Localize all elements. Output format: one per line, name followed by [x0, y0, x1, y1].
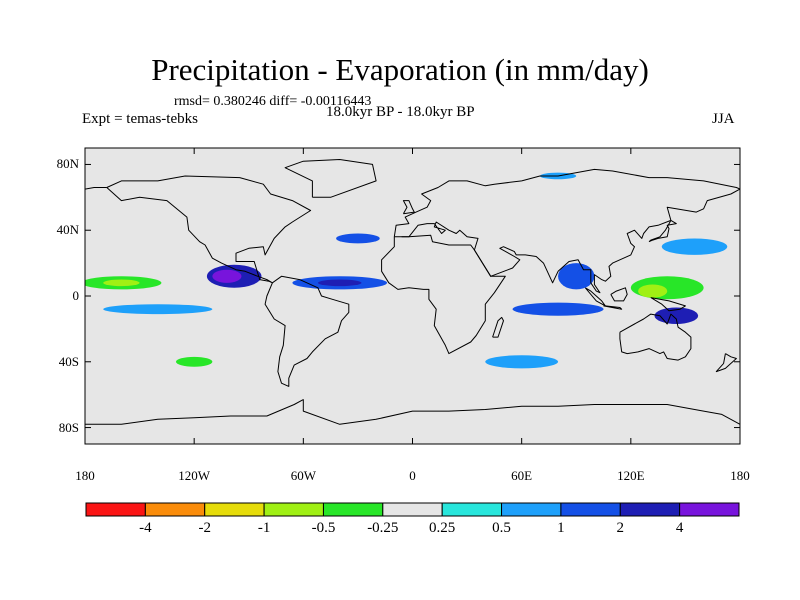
y-tick-label: 0: [72, 288, 80, 303]
colorbar-swatch: [322, 502, 384, 517]
colorbar-label: 4: [675, 520, 684, 536]
coastline: [610, 287, 628, 302]
x-tick-label: 60W: [290, 468, 316, 483]
colorbar-swatch: [382, 502, 443, 517]
field-region: [437, 194, 460, 201]
coastline: [650, 297, 686, 312]
field-region: [336, 233, 380, 244]
y-tick-label: 40S: [58, 353, 79, 369]
field-region: [654, 307, 699, 324]
colorbar-label: 0.25: [429, 520, 456, 536]
stats-label: rmsd= 0.380246 diff= -0.00116443: [174, 94, 372, 109]
experiment-label: Expt = temas-tebks: [82, 111, 198, 127]
coastline: [584, 287, 606, 307]
colorbar-label: -0.25: [367, 520, 399, 536]
colorbar-swatch: [204, 502, 265, 517]
colorbar-swatch: [144, 502, 206, 517]
season-label: JJA: [712, 111, 735, 127]
colorbar-label: 0.5: [492, 520, 511, 536]
colorbar-label: 1: [557, 520, 565, 536]
field-region: [387, 356, 438, 367]
coastline: [264, 275, 350, 387]
period-label: 18.0kyr BP - 18.0kyr BP: [326, 104, 475, 120]
x-tick-label: 120E: [617, 468, 645, 483]
coastline: [393, 168, 740, 237]
field-region: [485, 355, 559, 369]
field-region: [103, 304, 213, 315]
colorbar-swatch: [85, 502, 146, 517]
coastline: [619, 313, 692, 361]
x-tick-label: 0: [409, 468, 416, 483]
field-region: [638, 284, 668, 298]
field-region: [175, 356, 213, 367]
coastline: [381, 234, 506, 355]
field-region: [103, 279, 140, 287]
coastline: [492, 316, 504, 338]
field-region: [494, 399, 549, 407]
colorbar-label: -0.5: [311, 520, 336, 536]
colorbar-swatch: [679, 502, 740, 517]
plot-background: [85, 148, 740, 444]
colorbar-swatch: [263, 502, 324, 517]
y-tick-label: 40N: [56, 222, 79, 238]
y-tick-label: 80S: [58, 419, 79, 435]
colorbar-swatch: [560, 502, 621, 517]
colorbar-label: -2: [198, 520, 211, 536]
coastline: [401, 188, 740, 294]
colorbar-label: -4: [139, 520, 152, 536]
coastline: [284, 159, 377, 198]
coastline: [85, 187, 107, 190]
coastline: [85, 399, 740, 425]
field-region: [661, 238, 728, 255]
coastline: [106, 175, 312, 284]
field-region: [212, 269, 242, 283]
chart-title: Precipitation - Evaporation (in mm/day): [151, 52, 649, 87]
field-region: [166, 325, 258, 339]
colorbar-label: -1: [257, 520, 271, 536]
x-tick-label: 60E: [511, 468, 533, 483]
coastline: [715, 353, 737, 373]
x-tick-label: 180: [75, 468, 95, 483]
colorbar-swatch: [501, 502, 562, 517]
x-tick-label: 180: [730, 468, 750, 483]
y-tick-label: 80N: [56, 156, 79, 172]
coastline: [648, 219, 677, 243]
colorbar-swatch: [619, 502, 681, 517]
colorbar-label: 2: [616, 520, 625, 536]
field-region: [512, 302, 604, 316]
coastline: [603, 305, 623, 310]
field-region: [308, 212, 389, 232]
colorbar-swatch: [441, 502, 503, 517]
coastline: [402, 200, 415, 215]
field-region: [317, 279, 362, 287]
x-tick-label: 120W: [178, 468, 211, 483]
